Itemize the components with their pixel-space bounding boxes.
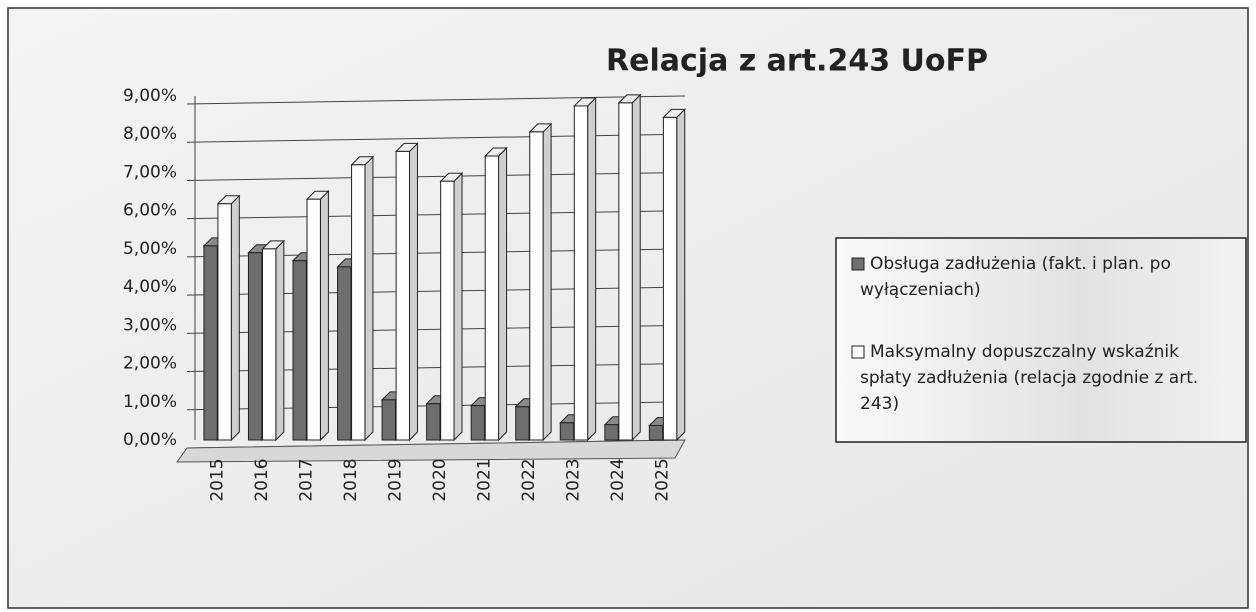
bar [529,131,544,441]
x-tick-label: 2015 [207,458,227,501]
bar [573,105,589,441]
legend: Obsługa zadłużenia (fakt. i plan. po wyłą… [851,254,1198,414]
y-tick-label: 8,00% [123,124,177,144]
y-tick-label: 0,00% [123,430,177,450]
legend-swatch [851,345,865,359]
bar-side [230,194,240,442]
bar [618,102,633,441]
bar [292,260,307,441]
bar [515,406,530,441]
y-tick-label: 5,00% [123,239,177,259]
x-tick-label: 2020 [430,458,450,501]
bar [662,116,678,441]
legend-swatch [851,257,865,271]
y-tick-label: 2,00% [123,354,177,374]
bar-side [631,93,641,442]
x-tick-label: 2019 [385,458,405,501]
bar [395,150,410,441]
grid-line [186,171,686,181]
bar [351,164,366,441]
x-tick-label: 2025 [653,458,673,501]
bar [470,405,486,441]
y-tick-label: 7,00% [123,162,177,182]
bar-side [364,155,374,442]
bar-side [542,122,552,442]
bar [381,399,396,441]
bar [203,245,218,441]
x-tick-label: 2016 [252,458,272,501]
bar [648,424,664,441]
bar-side [676,108,686,442]
chart-title: Relacja z art.243 UoFP [606,44,988,79]
bar [484,155,500,441]
bar [337,266,352,441]
bar [426,403,441,441]
legend-label: Obsługa zadłużenia (fakt. i plan. po wyłą… [860,254,1171,300]
x-tick-label: 2021 [475,458,495,501]
legend-label: Maksymalny dopuszczalny wskaźnik spłaty z… [860,342,1198,414]
y-tick-label: 9,00% [123,86,177,106]
bar [604,424,619,441]
bar [440,180,455,441]
bar [559,422,575,441]
bar-side [587,96,597,442]
bar-side [408,142,418,442]
x-tick-label: 2018 [341,458,361,501]
legend-box [835,237,1247,443]
bar [261,248,277,441]
bar-side [319,189,329,442]
y-tick-label: 1,00% [123,392,177,412]
y-tick-label: 3,00% [123,315,177,335]
bar-side [453,172,463,442]
bar-side [498,146,508,442]
bar-side [275,239,285,442]
x-tick-label: 2022 [519,458,539,501]
bar [306,198,321,441]
y-tick-label: 4,00% [123,277,177,297]
x-tick-label: 2024 [608,458,628,501]
bar [247,252,263,441]
x-tick-label: 2017 [296,458,316,501]
bar [217,203,232,441]
y-tick-label: 6,00% [123,201,177,221]
x-tick-label: 2023 [564,458,584,501]
grid-line [186,210,686,220]
grid-line [186,133,686,143]
floor [176,439,686,463]
grid-line [186,95,686,105]
